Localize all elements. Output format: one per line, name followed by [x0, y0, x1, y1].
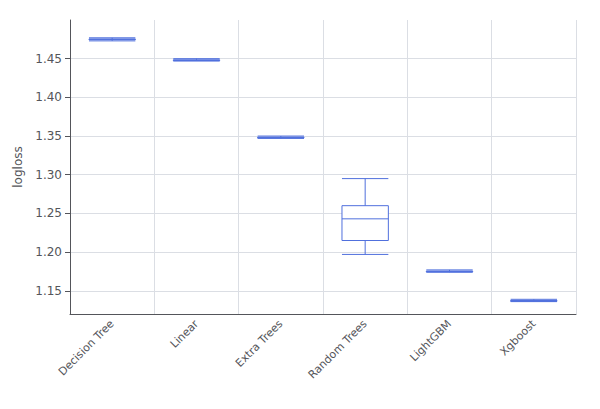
svg-text:Extra Trees: Extra Trees: [233, 317, 286, 370]
svg-text:1.45: 1.45: [35, 52, 62, 66]
svg-text:1.20: 1.20: [35, 245, 62, 259]
svg-text:Xgboost: Xgboost: [497, 317, 538, 358]
svg-text:1.30: 1.30: [35, 168, 62, 182]
svg-text:LightGBM: LightGBM: [407, 317, 454, 364]
svg-text:1.35: 1.35: [35, 129, 62, 143]
svg-text:Linear: Linear: [168, 317, 202, 351]
svg-text:1.40: 1.40: [35, 90, 62, 104]
svg-text:Random Trees: Random Trees: [306, 317, 370, 381]
svg-text:1.25: 1.25: [35, 206, 62, 220]
svg-text:1.15: 1.15: [35, 284, 62, 298]
svg-text:logloss: logloss: [11, 146, 25, 187]
svg-text:Decision Tree: Decision Tree: [56, 317, 117, 378]
